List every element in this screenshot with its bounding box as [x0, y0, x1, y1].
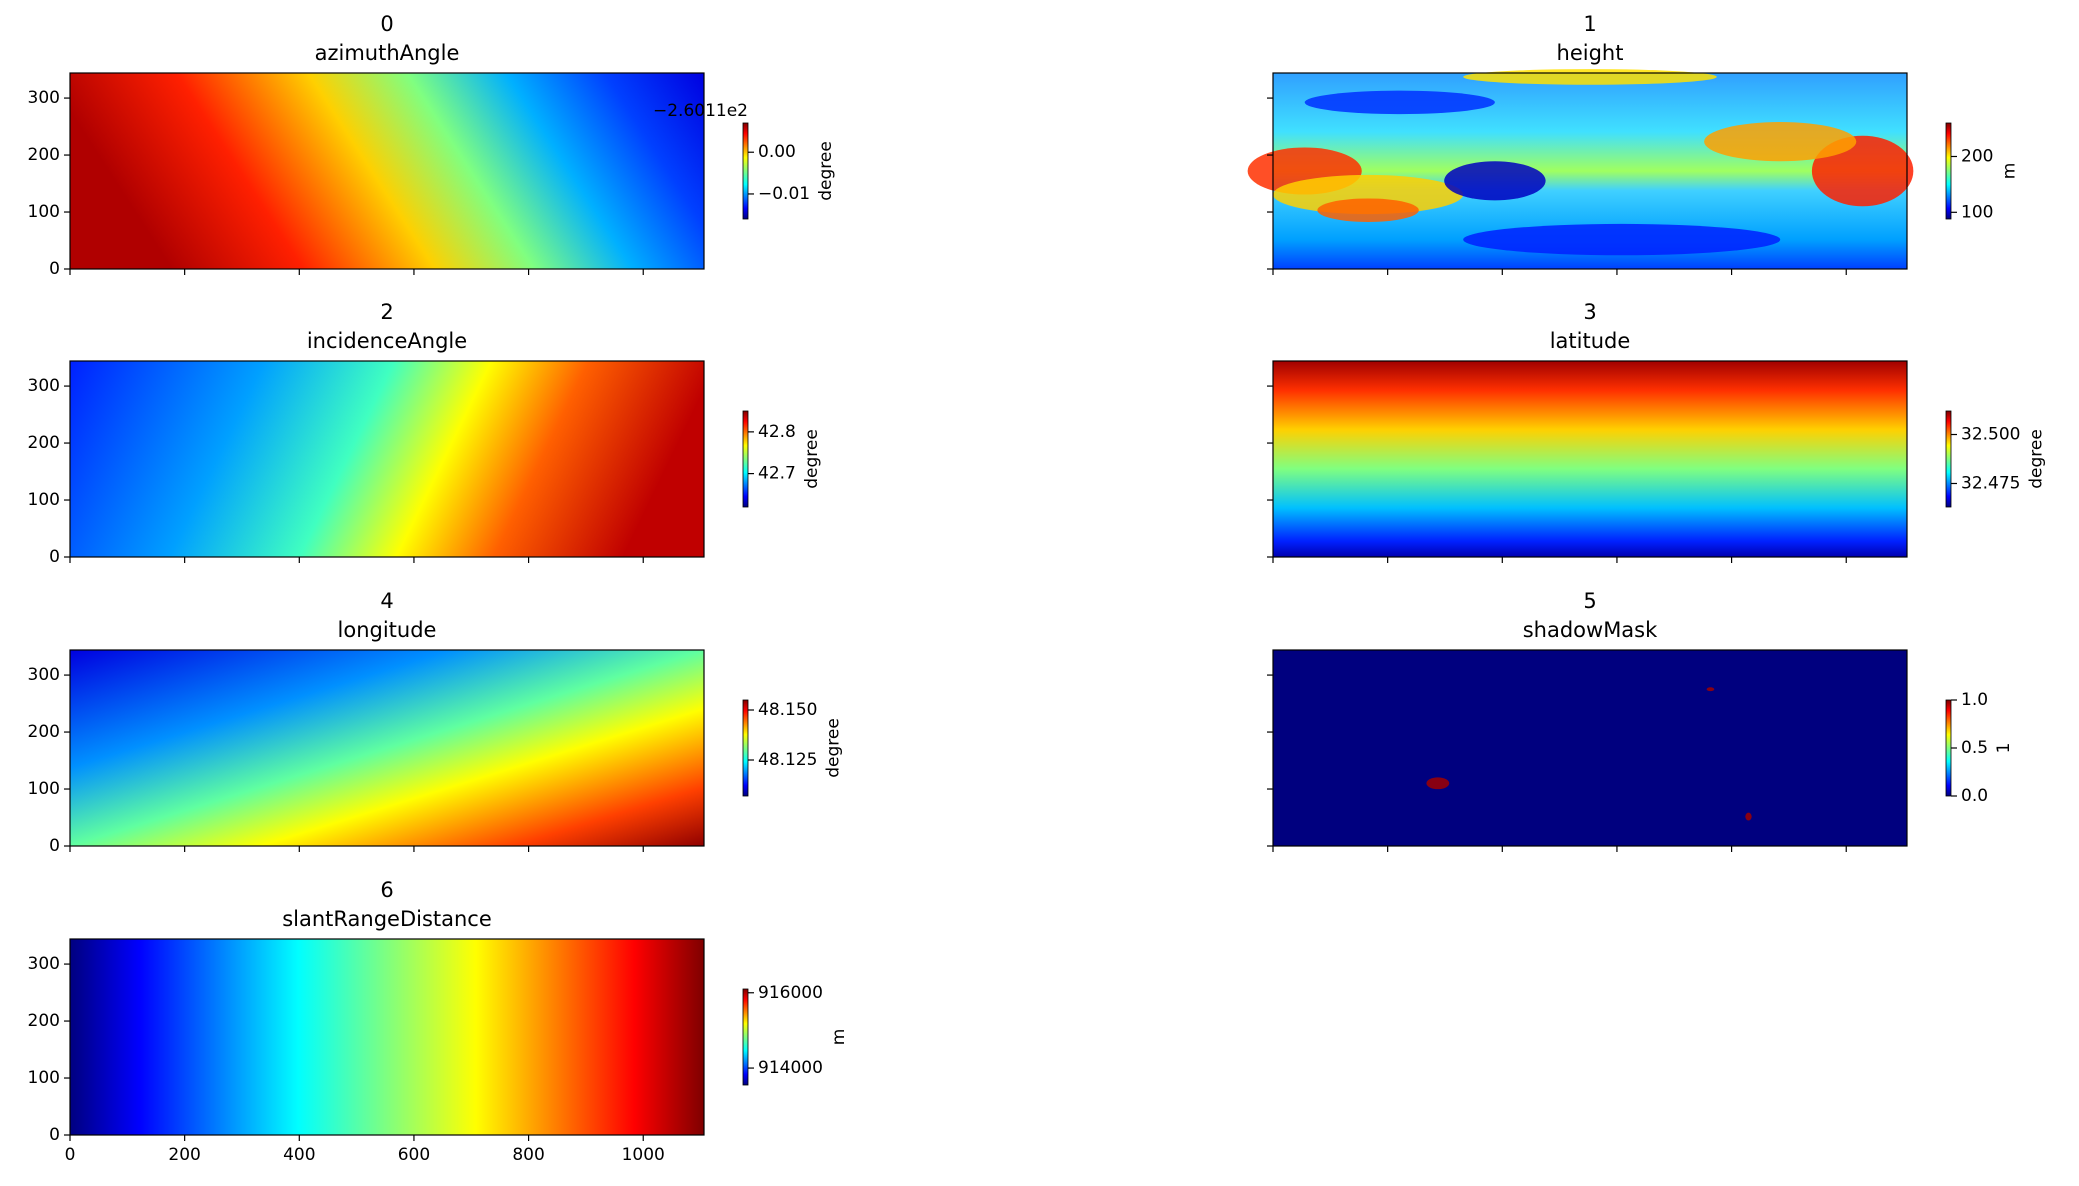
- colorbar-tick-label: −0.01: [758, 184, 810, 204]
- y-tick-label: 0: [49, 1125, 60, 1145]
- panel-title: latitude: [1550, 329, 1631, 353]
- y-tick-label: 100: [28, 779, 60, 799]
- y-tick-label: 200: [28, 145, 60, 165]
- colorbar-tick-label: 42.7: [758, 464, 796, 484]
- heatmap-region: [1706, 687, 1715, 692]
- panel-title: azimuthAngle: [315, 41, 460, 65]
- heatmap-region: [1463, 69, 1717, 85]
- y-tick-label: 100: [28, 1068, 60, 1088]
- heatmap: [1273, 361, 1907, 557]
- y-tick-label: 300: [28, 376, 60, 396]
- colorbar-label: degree: [802, 429, 822, 489]
- panel-title: shadowMask: [1523, 618, 1658, 642]
- colorbar-label: 1: [1994, 743, 2014, 754]
- x-tick-label: 200: [168, 1145, 200, 1165]
- axes-frame: [1272, 360, 1908, 558]
- colorbar: [1945, 410, 1952, 508]
- colorbar: [1945, 122, 1952, 220]
- colorbar-tick-label: 200: [1961, 146, 1993, 166]
- heatmap-region: [1704, 122, 1857, 162]
- colorbar-tick-label: 100: [1961, 202, 1993, 222]
- panel-title: slantRangeDistance: [282, 907, 492, 931]
- axes-frame: [1272, 649, 1908, 847]
- axes-frame: [69, 360, 705, 558]
- colorbar: [742, 122, 749, 220]
- colorbar-tick-label: 0.0: [1961, 786, 1988, 806]
- heatmap: [70, 939, 704, 1135]
- heatmap-region: [1426, 777, 1450, 790]
- colorbar-offset: −2.6011e2: [653, 101, 748, 121]
- heatmap: [70, 650, 704, 846]
- colorbar-tick-label: 0.5: [1961, 738, 1988, 758]
- colorbar-tick-label: 0.00: [758, 142, 796, 162]
- heatmap-region: [1444, 161, 1546, 201]
- y-tick-label: 200: [28, 722, 60, 742]
- x-tick-label: 600: [398, 1145, 430, 1165]
- heatmap: [70, 73, 704, 269]
- heatmap: [70, 361, 704, 557]
- colorbar: [742, 410, 749, 508]
- heatmap-region: [1463, 223, 1781, 256]
- heatmap-region: [1273, 174, 1464, 215]
- panel-number: 1: [1583, 12, 1596, 36]
- colorbar-label: degree: [823, 718, 843, 778]
- y-tick-label: 200: [28, 433, 60, 453]
- colorbar-label: degree: [2026, 429, 2046, 489]
- y-tick-label: 0: [49, 259, 60, 279]
- heatmap: [1273, 650, 1907, 846]
- panel-number: 3: [1583, 300, 1596, 324]
- colorbar-label: degree: [816, 141, 836, 201]
- panel-title: height: [1557, 41, 1624, 65]
- axes-frame: [1272, 72, 1908, 270]
- colorbar-tick-label: 32.500: [1961, 425, 2020, 445]
- y-tick-label: 300: [28, 88, 60, 108]
- colorbar-tick-label: 42.8: [758, 422, 796, 442]
- x-tick-label: 800: [512, 1145, 544, 1165]
- y-tick-label: 0: [49, 547, 60, 567]
- panel-number: 0: [380, 12, 393, 36]
- panel-number: 4: [380, 589, 393, 613]
- y-tick-label: 0: [49, 836, 60, 856]
- heatmap-region: [1317, 198, 1419, 222]
- y-tick-label: 100: [28, 490, 60, 510]
- y-tick-label: 300: [28, 954, 60, 974]
- colorbar-tick-label: 916000: [758, 983, 823, 1003]
- x-tick-label: 0: [65, 1145, 76, 1165]
- colorbar-tick-label: 914000: [758, 1058, 823, 1078]
- axes-frame: [69, 72, 705, 270]
- colorbar: [742, 988, 749, 1086]
- axes-frame: [69, 938, 705, 1136]
- colorbar-label: m: [1999, 163, 2019, 180]
- panel-title: incidenceAngle: [307, 329, 467, 353]
- panel-number: 5: [1583, 589, 1596, 613]
- colorbar: [1945, 699, 1952, 797]
- colorbar-tick-label: 48.150: [758, 700, 817, 720]
- heatmap-region: [1304, 90, 1495, 115]
- colorbar-tick-label: 32.475: [1961, 473, 2020, 493]
- colorbar-label: m: [829, 1029, 849, 1046]
- y-tick-label: 200: [28, 1011, 60, 1031]
- colorbar-tick-label: 1.0: [1961, 690, 1988, 710]
- colorbar-tick-label: 48.125: [758, 750, 817, 770]
- heatmap-region: [1745, 812, 1752, 821]
- colorbar: [742, 699, 749, 797]
- panel-number: 6: [380, 878, 393, 902]
- x-tick-label: 1000: [622, 1145, 665, 1165]
- panel-title: longitude: [338, 618, 437, 642]
- x-tick-label: 400: [283, 1145, 315, 1165]
- axes-frame: [69, 649, 705, 847]
- y-tick-label: 300: [28, 665, 60, 685]
- y-tick-label: 100: [28, 202, 60, 222]
- panel-number: 2: [380, 300, 393, 324]
